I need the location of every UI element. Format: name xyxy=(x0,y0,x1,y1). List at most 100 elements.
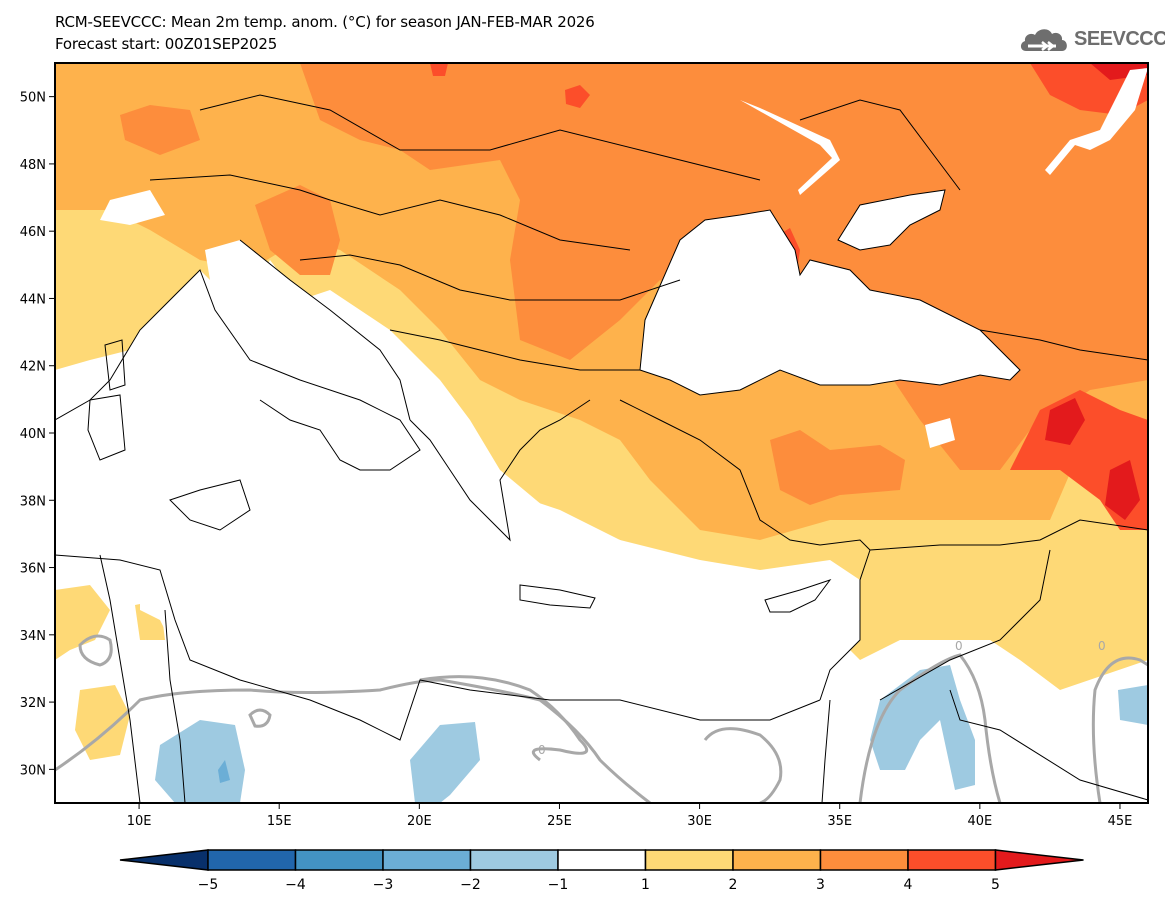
field-3to4-west xyxy=(120,105,200,155)
colorbar-label: −2 xyxy=(460,877,481,893)
zero-contour-libya-small xyxy=(248,708,272,728)
lat-tick-label: 32N xyxy=(20,696,46,711)
lon-tick-label: 10E xyxy=(127,814,152,829)
border-9 xyxy=(949,689,1148,801)
sea-black xyxy=(640,210,1020,395)
sea-mediterranean xyxy=(55,270,860,760)
colorbar-bin xyxy=(907,849,997,871)
field-neutral-anatolia xyxy=(925,418,955,448)
colorbar-bin xyxy=(819,849,909,871)
coastline-sardinia xyxy=(87,394,126,461)
zero-contour-egypt xyxy=(419,675,589,762)
field-neg1to2-egypt xyxy=(410,722,480,803)
border-5 xyxy=(799,99,961,191)
cloud-icon xyxy=(1020,29,1067,51)
coastline-black-sea xyxy=(639,209,1021,396)
lat-tick-label: 48N xyxy=(20,158,46,173)
border-8 xyxy=(879,549,1051,701)
sea-adriatic xyxy=(205,240,400,400)
lat-tick-label: 50N xyxy=(20,91,46,106)
lon-tick-label: 40E xyxy=(967,814,992,829)
field-4to5-spot2 xyxy=(430,63,448,76)
lon-tick-label: 20E xyxy=(407,814,432,829)
colorbar-label: −3 xyxy=(373,877,394,893)
border-1 xyxy=(199,94,761,181)
colorbar-arrow-high xyxy=(994,849,1084,871)
field-gt5-east xyxy=(1105,460,1140,520)
lon-tick-label: 30E xyxy=(687,814,712,829)
zero-contour-label-egypt: 0 xyxy=(538,743,546,757)
lat-tick-label: 36N xyxy=(20,562,46,577)
colorbar-bin xyxy=(382,849,472,871)
border-6 xyxy=(979,329,1148,361)
field-3to4-anatolia xyxy=(770,430,905,505)
colorbar-label: 1 xyxy=(641,877,650,893)
coastline-greece xyxy=(409,399,591,542)
longitude-axis: 10E 15E 20E 25E 30E 35E 40E 45E xyxy=(127,803,1133,829)
colorbar-label: 2 xyxy=(729,877,738,893)
coastline-africa xyxy=(55,554,821,741)
field-neg1to2-iraq xyxy=(1118,685,1148,725)
lon-tick-label: 35E xyxy=(827,814,852,829)
lat-tick-label: 30N xyxy=(20,763,46,778)
lon-tick-label: 15E xyxy=(267,814,292,829)
colorbar-bin xyxy=(207,849,297,871)
border-3 xyxy=(299,254,681,301)
field-4to5-spot1 xyxy=(565,85,590,108)
colorbar-label: −4 xyxy=(285,877,306,893)
colorbar-label: 4 xyxy=(904,877,913,893)
coastlines-borders xyxy=(55,94,1148,803)
lat-tick-label: 46N xyxy=(20,225,46,240)
colorbar-label: −1 xyxy=(548,877,569,893)
field-1to2-africa-w2 xyxy=(75,685,130,760)
field-neg2to3-libya xyxy=(218,760,230,783)
lat-tick-label: 34N xyxy=(20,629,46,644)
colorbar-bin xyxy=(644,849,734,871)
logo-text: SEEVCCC xyxy=(1074,27,1165,50)
zero-contour-libya xyxy=(55,678,651,803)
lat-tick-label: 40N xyxy=(20,427,46,442)
lon-tick-label: 25E xyxy=(547,814,572,829)
coastline-azov xyxy=(837,189,946,251)
lat-tick-label: 44N xyxy=(20,292,46,307)
colorbar-bin xyxy=(557,849,647,871)
field-1to2-africa-w xyxy=(55,585,110,660)
sea-azov xyxy=(838,190,945,250)
field-neutral-alps xyxy=(100,190,165,225)
coastline-cyprus xyxy=(764,579,832,613)
lon-tick-label: 45E xyxy=(1108,814,1133,829)
colorbar-label: −5 xyxy=(198,877,219,893)
coastline-adriatic-east xyxy=(239,239,411,421)
border-10 xyxy=(99,554,141,803)
field-3to4-croatia xyxy=(255,185,340,275)
lat-tick-label: 38N xyxy=(20,494,46,509)
coastline-corsica xyxy=(104,339,126,391)
colorbar-arrow-low xyxy=(119,849,209,871)
colorbar-bin xyxy=(469,849,559,871)
border-2 xyxy=(149,174,631,251)
colorbar-bin xyxy=(294,849,384,871)
field-gt5-caucasus xyxy=(1045,398,1085,445)
zero-contour-label-jordan: 0 xyxy=(955,639,963,653)
forecast-start: Forecast start: 00Z01SEP2025 xyxy=(55,35,278,53)
map-title: RCM-SEEVCCC: Mean 2m temp. anom. (°C) fo… xyxy=(55,13,595,31)
coastline-turkey xyxy=(619,399,871,551)
border-12 xyxy=(821,699,831,803)
border-7 xyxy=(869,519,1148,551)
zero-contour-sinai xyxy=(703,727,783,803)
zero-contour-label-iraq: 0 xyxy=(1098,639,1106,653)
colorbar-bin xyxy=(732,849,822,871)
colorbar-label: 3 xyxy=(816,877,825,893)
coastline-italy xyxy=(55,269,421,471)
coastline-sicily xyxy=(169,479,251,531)
latitude-axis: 50N 48N 46N 44N 42N 40N 38N 36N 34N 32N 30N xyxy=(20,91,55,778)
colorbar: −5 −4 −3 −2 −1 1 2 3 4 5 xyxy=(119,849,1084,893)
seevccc-logo: SEEVCCC xyxy=(1018,24,1165,54)
zero-contour-jordan xyxy=(858,653,1002,803)
zero-contour-iraq xyxy=(1091,656,1148,803)
zero-contours xyxy=(55,634,1148,803)
field-neutral-river2 xyxy=(1045,68,1148,175)
map-fields xyxy=(55,63,1148,803)
coastline-levant xyxy=(819,549,871,701)
